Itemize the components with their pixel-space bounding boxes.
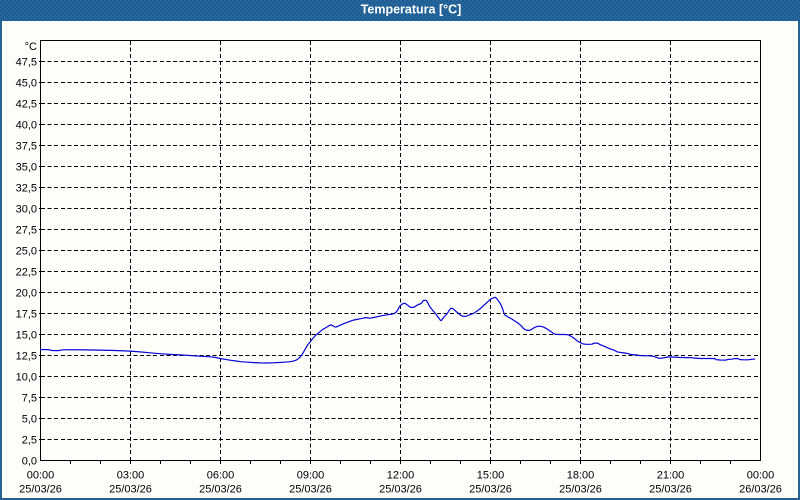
svg-text:25/03/26: 25/03/26 [649, 484, 692, 496]
svg-text:0,0: 0,0 [22, 456, 37, 468]
svg-text:47,5: 47,5 [16, 57, 37, 69]
svg-text:00:00: 00:00 [27, 470, 55, 482]
svg-text:12,5: 12,5 [16, 351, 37, 363]
svg-text:Temperatura [°C]: Temperatura [°C] [361, 3, 462, 17]
svg-text:42,5: 42,5 [16, 99, 37, 111]
svg-text:09:00: 09:00 [297, 470, 325, 482]
svg-text:10,0: 10,0 [16, 372, 37, 384]
svg-text:27,5: 27,5 [16, 225, 37, 237]
svg-text:00:00: 00:00 [747, 470, 775, 482]
svg-text:25/03/26: 25/03/26 [469, 484, 512, 496]
svg-text:25/03/26: 25/03/26 [199, 484, 242, 496]
svg-text:15:00: 15:00 [477, 470, 505, 482]
svg-text:17,5: 17,5 [16, 309, 37, 321]
svg-text:25/03/26: 25/03/26 [559, 484, 602, 496]
svg-text:18:00: 18:00 [567, 470, 595, 482]
svg-text:25/03/26: 25/03/26 [379, 484, 422, 496]
svg-text:25,0: 25,0 [16, 246, 37, 258]
svg-text:°C: °C [25, 41, 37, 53]
svg-text:40,0: 40,0 [16, 120, 37, 132]
svg-text:15,0: 15,0 [16, 330, 37, 342]
svg-text:20,0: 20,0 [16, 288, 37, 300]
svg-text:25/03/26: 25/03/26 [109, 484, 152, 496]
svg-text:7,5: 7,5 [22, 393, 37, 405]
svg-text:5,0: 5,0 [22, 414, 37, 426]
svg-text:25/03/26: 25/03/26 [289, 484, 332, 496]
svg-text:37,5: 37,5 [16, 141, 37, 153]
svg-text:45,0: 45,0 [16, 78, 37, 90]
svg-text:26/03/26: 26/03/26 [739, 484, 782, 496]
svg-text:25/03/26: 25/03/26 [19, 484, 62, 496]
svg-text:32,5: 32,5 [16, 183, 37, 195]
svg-text:30,0: 30,0 [16, 204, 37, 216]
svg-text:03:00: 03:00 [117, 470, 145, 482]
svg-text:12:00: 12:00 [387, 470, 415, 482]
svg-text:35,0: 35,0 [16, 162, 37, 174]
svg-text:22,5: 22,5 [16, 267, 37, 279]
svg-text:2,5: 2,5 [22, 435, 37, 447]
svg-text:21:00: 21:00 [657, 470, 685, 482]
svg-text:06:00: 06:00 [207, 470, 235, 482]
